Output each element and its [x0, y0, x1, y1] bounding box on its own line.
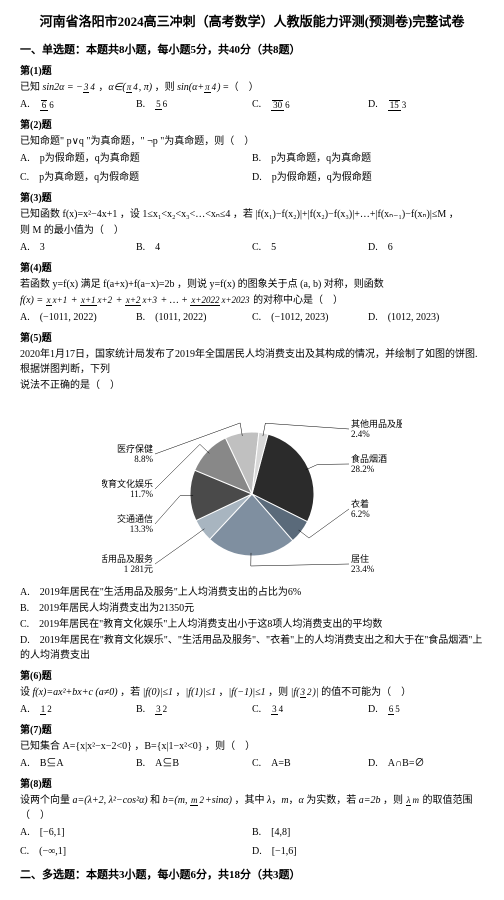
q6-options: A. 12 B. 32 C. 34 D. 65 — [20, 702, 484, 717]
q6-opt-d: D. 65 — [368, 702, 484, 717]
q3-num: 第(3)题 — [20, 191, 484, 206]
q3-options: A. 3 B. 4 C. 5 D. 6 — [20, 240, 484, 255]
q7-opt-c: C. A=B — [252, 756, 368, 771]
svg-text:8.8%: 8.8% — [134, 454, 153, 464]
q2-opt-c: C. p为真命题，q为假命题 — [20, 170, 252, 185]
q4-options: A. (−1011, 2022) B. (1011, 2022) C. (−10… — [20, 310, 484, 325]
svg-text:教育文化娱乐: 教育文化娱乐 — [102, 478, 153, 489]
q3-opt-d: D. 6 — [368, 240, 484, 255]
q5-text2: 说法不正确的是（ ） — [20, 378, 484, 393]
q3-opt-a: A. 3 — [20, 240, 136, 255]
q7-options: A. B⊆A B. A⊆B C. A=B D. A∩B=∅ — [20, 756, 484, 771]
svg-text:生活用品及服务: 生活用品及服务 — [102, 553, 153, 564]
q3-text1: 已知函数 f(x)=x²−4x+1 ，设 1≤x₁<x₂<x₃<…<xₙ≤4 ，… — [20, 207, 484, 222]
q2-opt-d: D. p为假命题，q为假命题 — [252, 170, 484, 185]
exam-title: 河南省洛阳市2024高三冲刺（高考数学）人教版能力评测(预测卷)完整试卷 — [20, 12, 484, 32]
q2-text: 已知命题" p∨q "为真命题，" ¬p "为真命题，则（ ） — [20, 134, 484, 149]
svg-text:医疗保健: 医疗保健 — [117, 443, 153, 454]
q3-text2: 则 M 的最小值为（ ） — [20, 223, 484, 238]
q1-opt-b: B. 56 — [136, 97, 252, 112]
q8-opts-row2: C. (−∞,1] D. [−1,6] — [20, 844, 484, 859]
q6-opt-c: C. 34 — [252, 702, 368, 717]
svg-text:2.4%: 2.4% — [351, 429, 370, 439]
q4-opt-d: D. (1012, 2023) — [368, 310, 484, 325]
q4-num: 第(4)题 — [20, 261, 484, 276]
q5-opt-b: B. 2019年居民人均消费支出为21350元 — [20, 601, 484, 616]
q1-opt-a: A. 66 — [20, 97, 136, 112]
q2-opt-a: A. p为假命题，q为真命题 — [20, 151, 252, 166]
q2-num: 第(2)题 — [20, 118, 484, 133]
svg-text:食品烟酒: 食品烟酒 — [351, 453, 387, 464]
section-2-head: 二、多选题：本题共3小题，每小题6分，共18分（共3题） — [20, 867, 484, 884]
svg-text:13.3%: 13.3% — [130, 524, 154, 534]
svg-text:23.4%: 23.4% — [351, 564, 375, 574]
q2-opts-row2: C. p为真命题，q为假命题 D. p为假命题，q为假命题 — [20, 170, 484, 185]
q5-opt-d: D. 2019年居民在"教育文化娱乐"、"生活用品及服务"、"衣着"上的人均消费… — [20, 633, 484, 663]
q4-text1: 若函数 y=f(x) 满足 f(a+x)+f(a−x)=2b ，则说 y=f(x… — [20, 277, 484, 292]
q7-opt-b: B. A⊆B — [136, 756, 252, 771]
svg-text:6.2%: 6.2% — [351, 509, 370, 519]
q7-text: 已知集合 A={x|x²−x−2<0} ，B={x|1−x²<0} ，则（ ） — [20, 739, 484, 754]
q8-num: 第(8)题 — [20, 777, 484, 792]
q6-opt-a: A. 12 — [20, 702, 136, 717]
q1-options: A. 66 B. 56 C. 306 D. 153 — [20, 97, 484, 112]
q4-opt-a: A. (−1011, 2022) — [20, 310, 136, 325]
q8-opt-a: A. [−6,1] — [20, 825, 252, 840]
svg-text:1 281元: 1 281元 — [124, 564, 153, 574]
q3-opt-c: C. 5 — [252, 240, 368, 255]
svg-text:其他用品及服务: 其他用品及服务 — [351, 418, 402, 429]
q5-opt-a: A. 2019年居民在"生活用品及服务"上人均消费支出的占比为6% — [20, 585, 484, 600]
q1-opt-c: C. 306 — [252, 97, 368, 112]
q6-text: 设 f(x)=ax²+bx+c (a≠0) ，若 |f(0)|≤1 ，|f(1)… — [20, 685, 484, 700]
q7-num: 第(7)题 — [20, 723, 484, 738]
q6-opt-b: B. 32 — [136, 702, 252, 717]
q8-text: 设两个向量 a=(λ+2, λ²−cos²α) 和 b=(m, m2+sinα)… — [20, 793, 484, 823]
q1-num: 第(1)题 — [20, 64, 484, 79]
q7-opt-a: A. B⊆A — [20, 756, 136, 771]
q5-pie-chart: 食品烟酒28.2%衣着6.2%居住23.4%生活用品及服务1 281元交通通信1… — [20, 399, 484, 579]
q4-text2: f(x) = xx+1 + x+1x+2 + x+2x+3 + … + x+20… — [20, 293, 484, 308]
q5-num: 第(5)题 — [20, 331, 484, 346]
q1-text: 已知 sin2α = −34 ，α∈(π4, π) ，则 sin(α+π4) =… — [20, 80, 484, 95]
q1-opt-d: D. 153 — [368, 97, 484, 112]
q8-opts-row1: A. [−6,1] B. [4,8] — [20, 825, 484, 840]
q2-opts-row1: A. p为假命题，q为真命题 B. p为真命题，q为真命题 — [20, 151, 484, 166]
q5-opt-c: C. 2019年居民在"教育文化娱乐"上人均消费支出小于这8项人均消费支出的平均… — [20, 617, 484, 632]
q2-opt-b: B. p为真命题，q为真命题 — [252, 151, 484, 166]
q4-opt-c: C. (−1012, 2023) — [252, 310, 368, 325]
q8-opt-c: C. (−∞,1] — [20, 844, 252, 859]
svg-text:交通通信: 交通通信 — [117, 513, 153, 524]
svg-text:28.2%: 28.2% — [351, 464, 375, 474]
svg-text:居住: 居住 — [351, 553, 369, 564]
q5-text1: 2020年1月17日，国家统计局发布了2019年全国居民人均消费支出及其构成的情… — [20, 347, 484, 377]
svg-text:11.7%: 11.7% — [130, 489, 153, 499]
q6-num: 第(6)题 — [20, 669, 484, 684]
q8-opt-d: D. [−1,6] — [252, 844, 484, 859]
q3-opt-b: B. 4 — [136, 240, 252, 255]
q8-opt-b: B. [4,8] — [252, 825, 484, 840]
q7-opt-d: D. A∩B=∅ — [368, 756, 484, 771]
section-1-head: 一、单选题：本题共8小题，每小题5分，共40分（共8题） — [20, 42, 484, 59]
svg-text:衣着: 衣着 — [351, 498, 369, 509]
q4-opt-b: B. (1011, 2022) — [136, 310, 252, 325]
